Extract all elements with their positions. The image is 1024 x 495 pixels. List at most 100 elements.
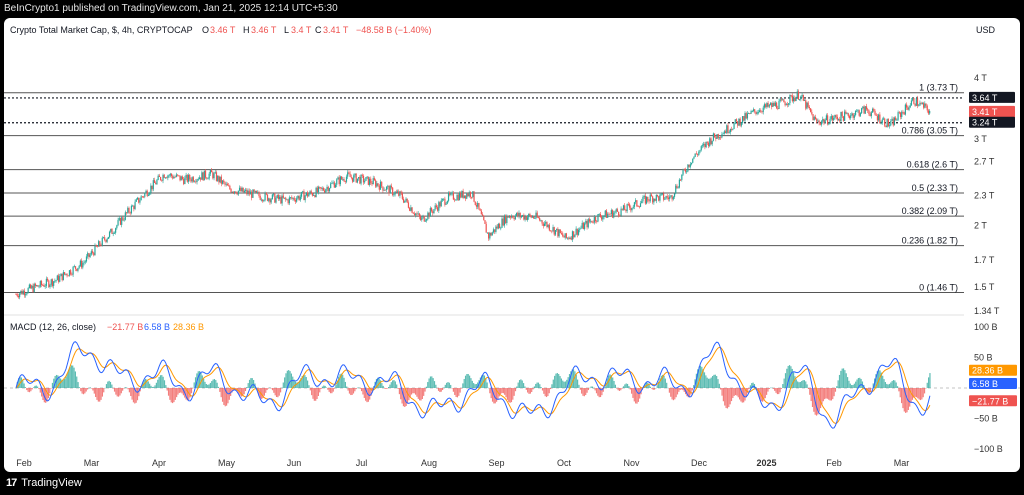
macd-histogram-bar <box>207 384 209 388</box>
candle-body <box>228 185 230 187</box>
macd-histogram-bar <box>158 376 160 388</box>
macd-histogram-bar <box>97 388 99 402</box>
candle-body <box>830 115 832 119</box>
macd-histogram-bar <box>61 379 63 388</box>
candle-body <box>150 185 152 193</box>
macd-histogram-bar <box>359 388 361 389</box>
macd-histogram-bar <box>826 388 828 399</box>
macd-histogram-bar <box>65 376 67 388</box>
candle-body <box>399 191 401 196</box>
macd-histogram-bar <box>389 384 391 388</box>
macd-histogram-bar <box>401 388 403 404</box>
macd-histogram-bar <box>801 381 803 388</box>
candle-body <box>206 177 208 179</box>
macd-histogram-bar <box>428 378 430 388</box>
price-tick-label: 1.7 T <box>974 255 995 265</box>
candle-body <box>768 104 770 107</box>
candle-body <box>799 99 801 101</box>
macd-histogram-bar <box>146 379 148 388</box>
macd-histogram-bar <box>199 371 201 388</box>
candle-body <box>726 125 728 134</box>
macd-histogram-bar <box>648 384 650 388</box>
macd-histogram-bar <box>463 378 465 388</box>
candle-body <box>609 213 611 215</box>
candle-body <box>888 125 891 127</box>
macd-value-label-box <box>969 377 1017 389</box>
candle-body <box>878 114 880 121</box>
candle-body <box>385 186 388 190</box>
macd-histogram-bar <box>412 388 414 394</box>
macd-histogram-bar <box>86 388 89 390</box>
candle-body <box>413 213 416 216</box>
macd-histogram-bar <box>660 375 662 388</box>
macd-histogram-bar <box>315 388 317 401</box>
candle-body <box>70 270 72 275</box>
macd-histogram-bar <box>622 386 625 388</box>
macd-histogram-bar <box>424 388 426 392</box>
macd-histogram-bar <box>734 388 737 396</box>
candle-body <box>641 201 643 204</box>
candle-body <box>62 272 64 281</box>
macd-histogram-bar <box>810 388 812 402</box>
macd-histogram-bar <box>313 388 315 401</box>
candle-body <box>772 102 774 107</box>
candle-body <box>513 218 515 220</box>
macd-histogram-bar <box>448 382 450 388</box>
macd-histogram-bar <box>394 381 396 388</box>
candle-body <box>311 193 314 196</box>
candle-body <box>716 134 718 139</box>
macd-histogram-bar <box>292 376 294 388</box>
candle-body <box>777 108 779 110</box>
macd-histogram-bar <box>475 384 477 388</box>
macd-histogram-bar <box>552 379 554 388</box>
macd-histogram-bar <box>521 380 523 388</box>
candle-body <box>638 206 640 208</box>
candle-body <box>907 107 909 110</box>
candle-body <box>243 190 246 193</box>
candle-body <box>78 265 80 268</box>
chart-svg[interactable]: Crypto Total Market Cap, $, 4h, CRYPTOCA… <box>4 18 1020 472</box>
candle-body <box>255 190 258 193</box>
candle-body <box>498 223 501 229</box>
candle-body <box>130 205 133 214</box>
candle-body <box>778 100 780 109</box>
macd-histogram-bar <box>528 388 530 394</box>
macd-histogram-bar <box>174 388 176 400</box>
candle-body <box>415 213 417 216</box>
candle-body <box>106 238 108 242</box>
macd-histogram-bar <box>217 386 220 388</box>
macd-histogram-bar <box>62 380 64 388</box>
candle-body <box>422 215 424 218</box>
candle-body <box>207 178 209 180</box>
candle-body <box>699 150 701 152</box>
candle-body <box>221 180 224 184</box>
price-tick-label: 2.7 T <box>974 157 995 167</box>
candle-body <box>145 190 147 193</box>
candle-body <box>254 190 256 192</box>
macd-histogram-bar <box>514 388 517 392</box>
candle-body <box>644 195 646 204</box>
macd-histogram-bar <box>251 378 253 388</box>
candle-body <box>366 176 368 178</box>
macd-histogram-bar <box>34 385 36 388</box>
candle-body <box>111 228 113 234</box>
candle-body <box>520 216 523 218</box>
macd-histogram-bar <box>130 388 132 397</box>
candle-body <box>324 190 326 193</box>
macd-histogram-bar <box>767 388 769 392</box>
macd-histogram-bar <box>636 388 638 404</box>
candle-body <box>871 108 874 113</box>
macd-histogram-bar <box>309 388 311 391</box>
tradingview-logo[interactable]: 17 TradingView <box>6 477 82 489</box>
candle-body <box>717 134 719 139</box>
macd-histogram-bar <box>69 367 71 388</box>
candle-body <box>37 285 39 287</box>
candle-body <box>67 275 69 277</box>
macd-histogram-bar <box>798 382 800 388</box>
x-tick-label: Feb <box>16 458 32 468</box>
candle-body <box>492 229 495 233</box>
candle-body <box>77 267 79 271</box>
macd-histogram-bar <box>408 388 410 401</box>
candle-body <box>512 216 514 219</box>
macd-histogram-bar <box>597 388 599 396</box>
